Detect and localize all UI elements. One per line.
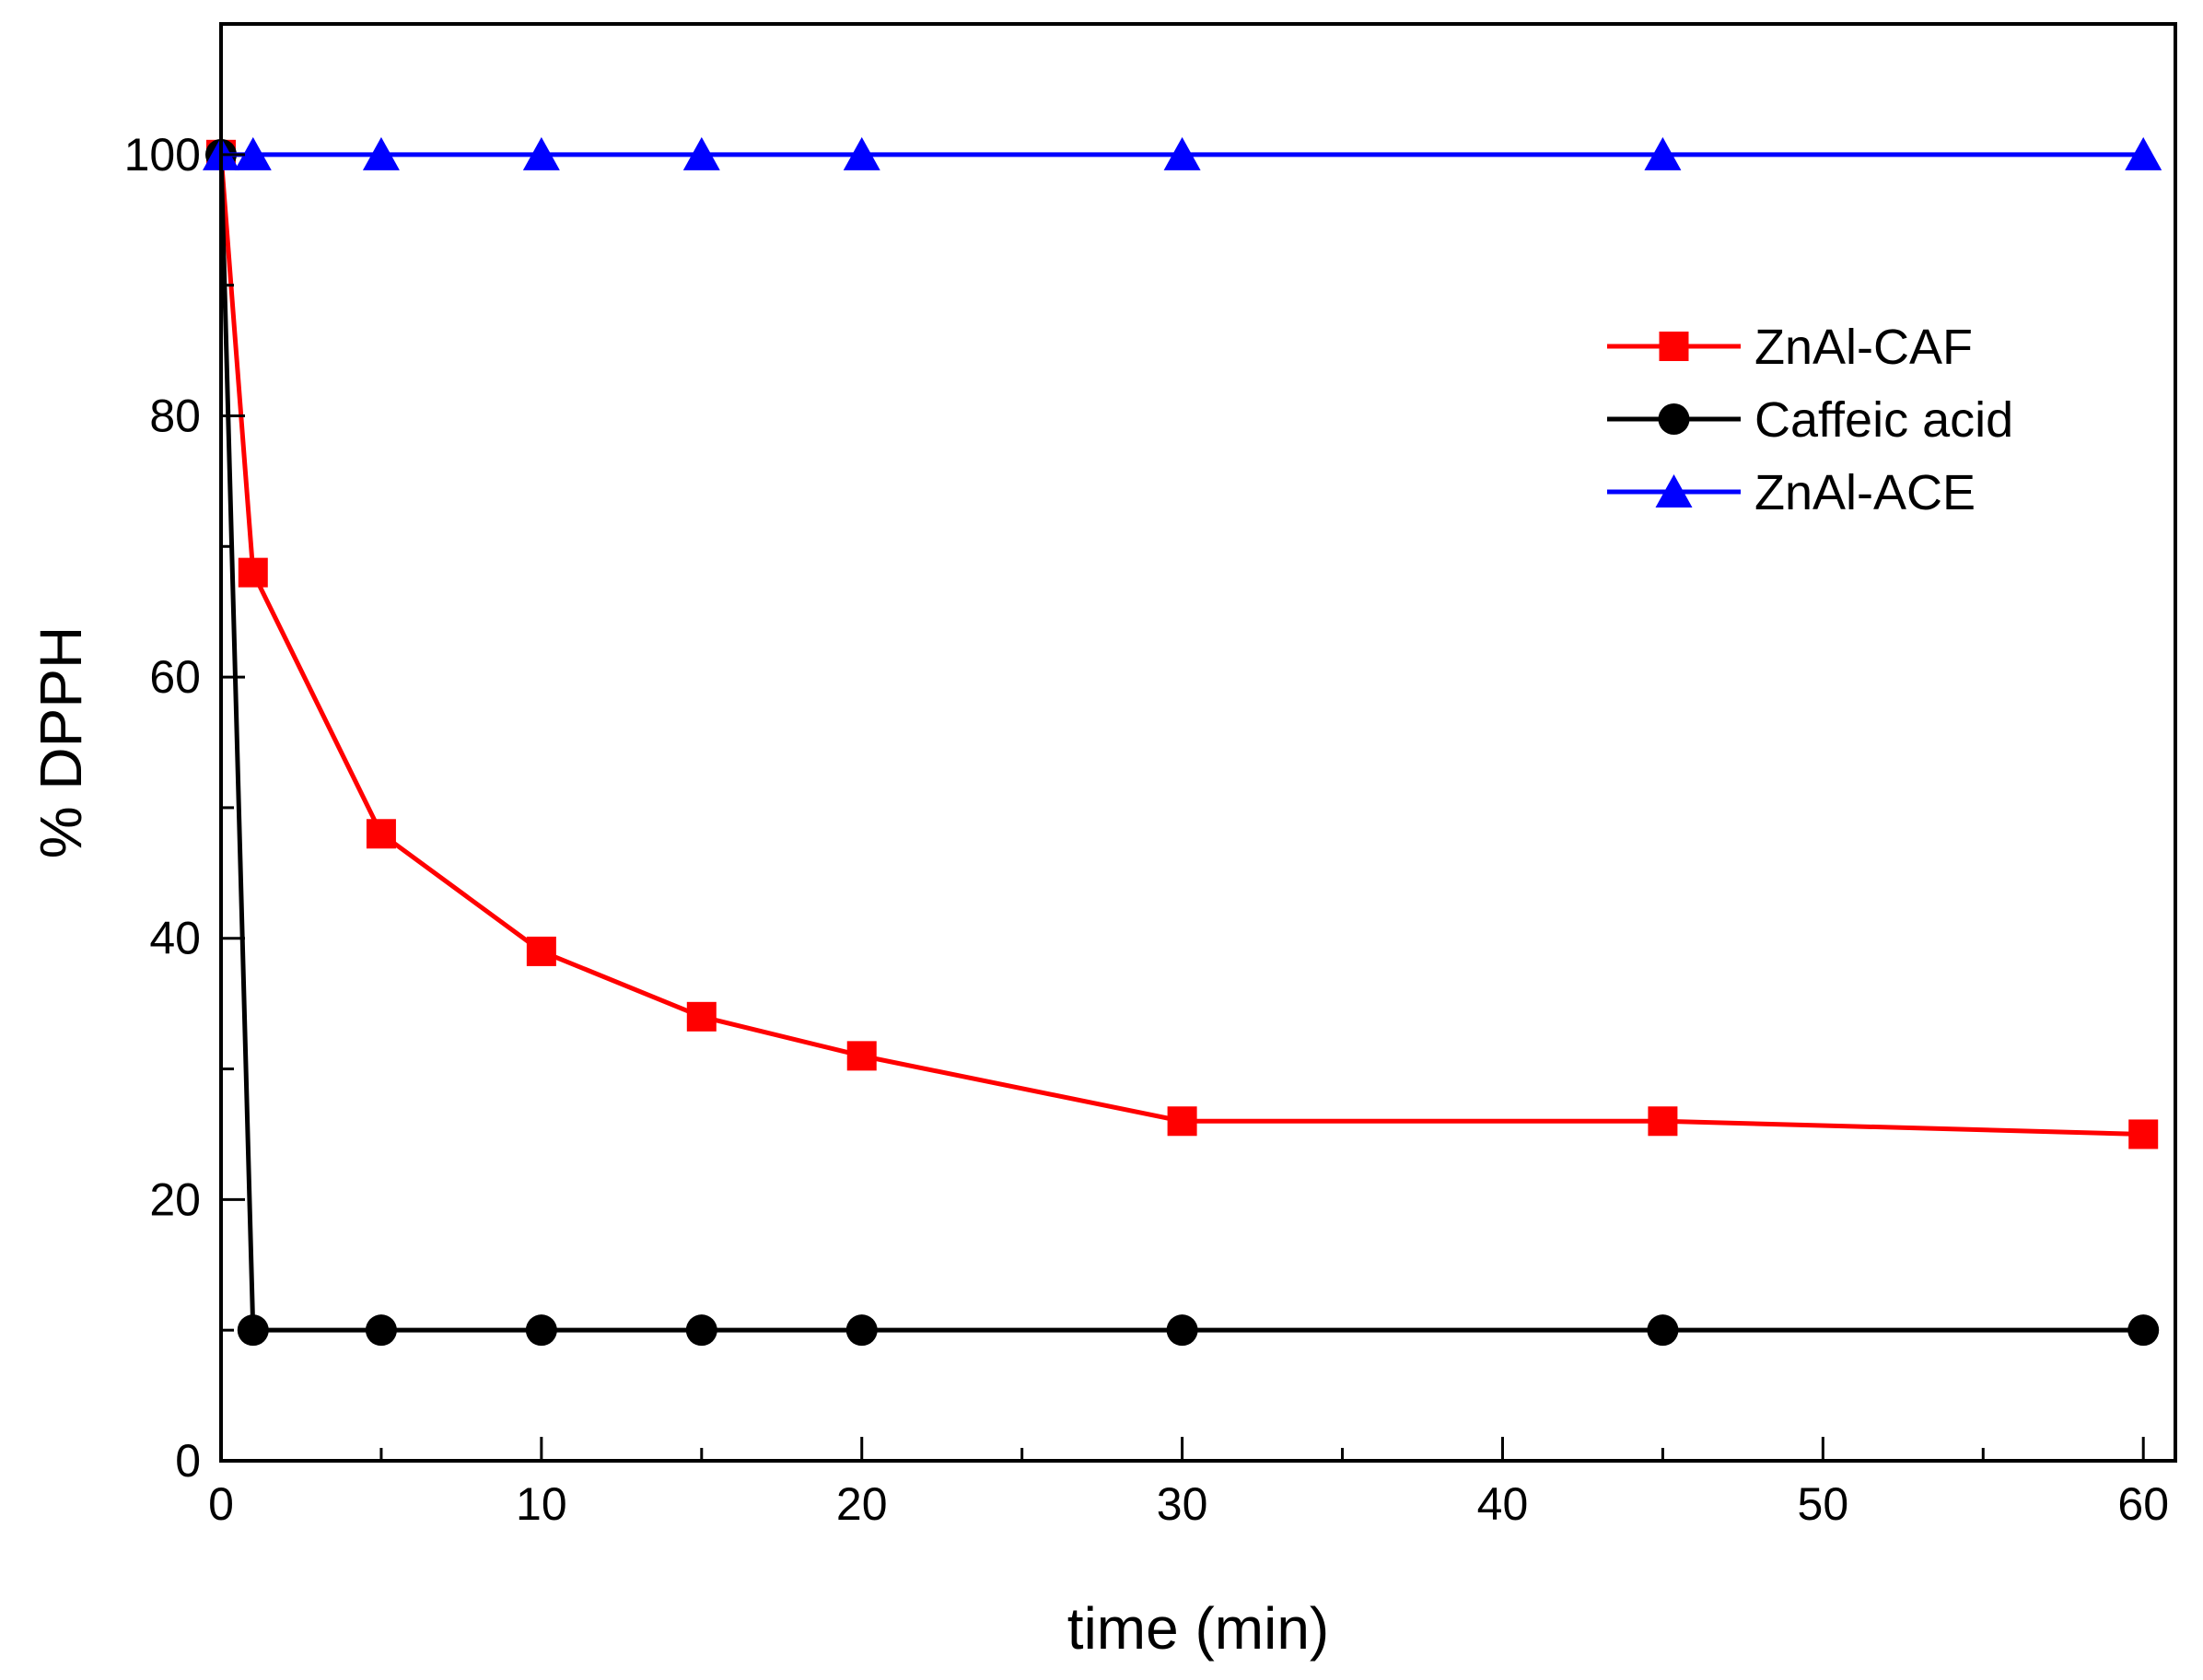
data-point-circle: [237, 1314, 269, 1347]
legend-marker-square: [1659, 332, 1689, 361]
y-tick-label: 80: [149, 390, 201, 441]
x-tick-label: 20: [836, 1478, 888, 1530]
legend-entry: ZnAl-CAF: [1607, 320, 1973, 375]
data-point-square: [846, 1041, 877, 1071]
plot-marks: [203, 136, 2162, 1347]
legend-marker-circle: [1658, 403, 1690, 435]
x-tick-label: 10: [516, 1478, 567, 1530]
data-point-circle: [2127, 1314, 2160, 1347]
x-tick-label: 0: [208, 1478, 234, 1530]
legend-entry: ZnAl-ACE: [1607, 465, 1976, 520]
series-znal-caf: [206, 139, 2159, 1149]
data-point-triangle: [1644, 136, 1682, 170]
data-point-square: [686, 1001, 717, 1032]
data-point-square: [1167, 1106, 1197, 1137]
x-tick-label: 50: [1798, 1478, 1849, 1530]
data-point-triangle: [682, 136, 720, 170]
plot-frame: [219, 22, 2177, 1463]
data-point-circle: [1647, 1314, 1679, 1347]
legend-entry: Caffeic acid: [1607, 392, 2013, 448]
data-point-square: [1648, 1106, 1678, 1137]
legend-label: Caffeic acid: [1754, 392, 2013, 448]
data-point-circle: [365, 1314, 397, 1347]
x-tick-label: 40: [1477, 1478, 1529, 1530]
y-tick-label: 60: [149, 651, 201, 703]
y-axis-title: % DPPH: [28, 626, 94, 859]
data-point-triangle: [234, 136, 272, 170]
series-znal-ace: [203, 136, 2162, 170]
data-point-square: [526, 936, 556, 966]
x-tick-label: 30: [1157, 1478, 1208, 1530]
y-tick-label: 0: [175, 1435, 201, 1487]
data-point-triangle: [1163, 136, 1201, 170]
data-point-circle: [1166, 1314, 1198, 1347]
data-point-triangle: [2125, 136, 2162, 170]
x-axis-title: time (min): [1067, 1595, 1329, 1662]
y-tick-label: 40: [149, 913, 201, 964]
data-point-triangle: [522, 136, 560, 170]
y-tick-label: 100: [124, 129, 201, 181]
data-point-circle: [845, 1314, 878, 1347]
axes: 0 10 20 30 40 50 60 0 20 40 60 80 100: [124, 129, 2169, 1530]
data-point-square: [2128, 1119, 2159, 1149]
legend: ZnAl-CAF Caffeic acid ZnAl-ACE: [1607, 320, 2013, 520]
legend-label: ZnAl-CAF: [1754, 320, 1973, 375]
x-tick-label: 60: [2117, 1478, 2169, 1530]
data-point-square: [238, 557, 268, 588]
data-point-triangle: [362, 136, 400, 170]
data-point-triangle: [843, 136, 880, 170]
y-tick-label: 20: [149, 1173, 201, 1225]
data-point-circle: [525, 1314, 557, 1347]
legend-label: ZnAl-ACE: [1754, 465, 1976, 520]
data-point-circle: [685, 1314, 717, 1347]
legend-marker-triangle: [1655, 474, 1693, 508]
data-point-square: [366, 819, 396, 849]
series-line: [218, 154, 2144, 1137]
